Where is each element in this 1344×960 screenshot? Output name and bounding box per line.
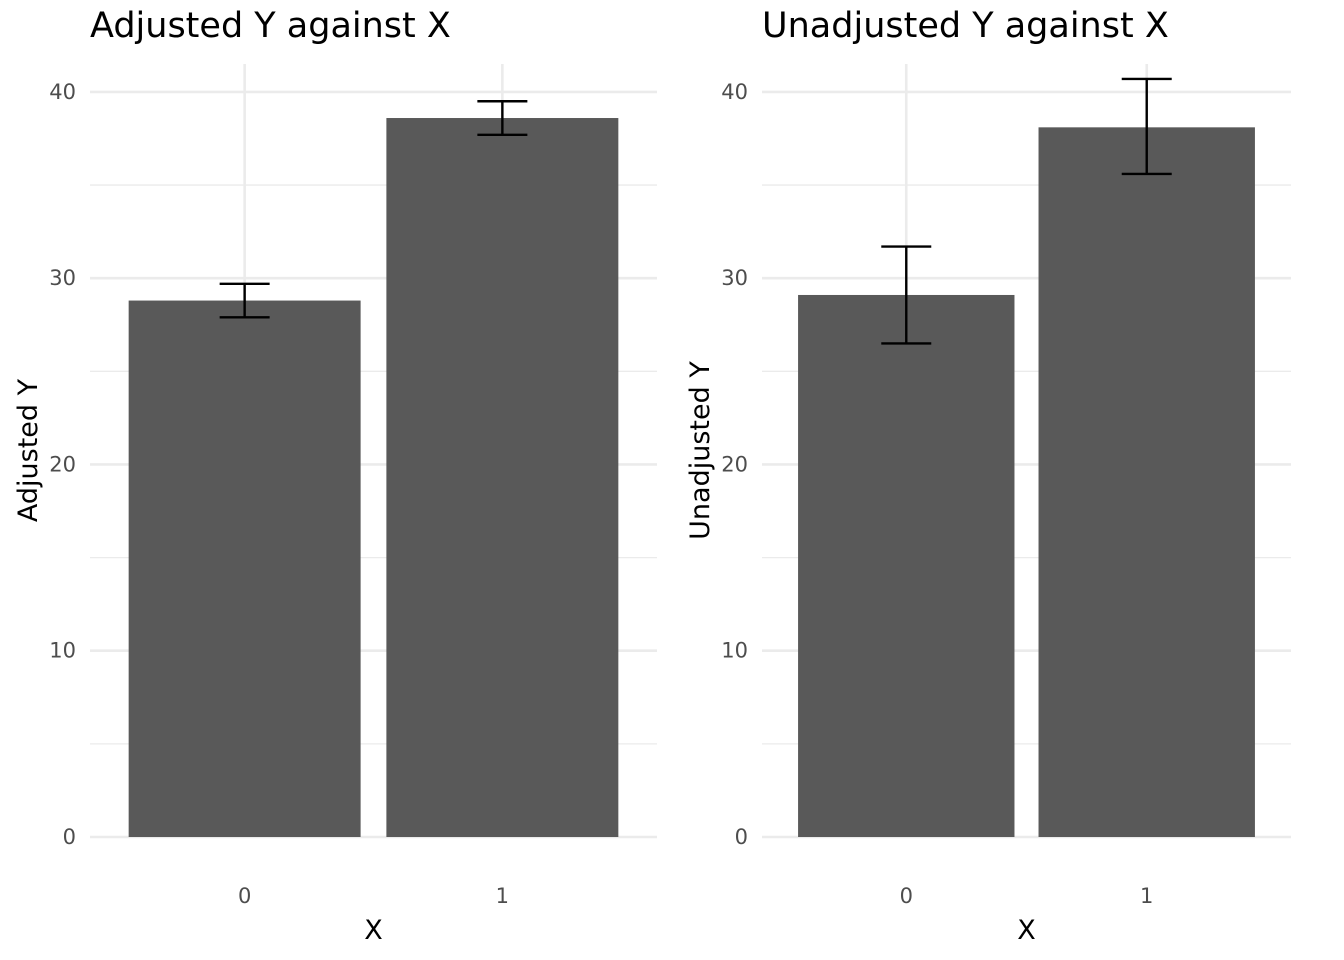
chart-title: Adjusted Y against X xyxy=(90,6,451,46)
x-tick-label: 1 xyxy=(1140,884,1153,908)
chart-title: Unadjusted Y against X xyxy=(762,6,1169,46)
y-tick-label: 0 xyxy=(63,825,76,849)
unadjusted-chart-panel: Unadjusted Y against X 0 10 20 30 40 0 1 X Unadj… xyxy=(672,0,1344,960)
adjusted-chart-plot: 0 10 20 30 40 0 1 X Adjusted Y xyxy=(13,64,657,946)
x-tick-label: 0 xyxy=(900,884,913,908)
bar-0 xyxy=(128,300,361,837)
y-tick-label: 40 xyxy=(49,80,76,104)
x-tick-label: 0 xyxy=(238,884,251,908)
y-axis-label: Unadjusted Y xyxy=(685,361,716,540)
y-tick-label: 10 xyxy=(721,639,748,663)
y-tick-label: 20 xyxy=(49,452,76,476)
x-axis-label: X xyxy=(364,915,383,946)
y-tick-label: 30 xyxy=(49,266,76,290)
x-axis-label: X xyxy=(1017,915,1036,946)
x-tick-label: 1 xyxy=(496,884,509,908)
y-tick-label: 10 xyxy=(49,639,76,663)
bar-1 xyxy=(386,118,619,838)
y-tick-label: 30 xyxy=(721,266,748,290)
y-tick-label: 0 xyxy=(735,825,748,849)
adjusted-chart-panel: Adjusted Y against X 0 10 20 30 40 0 1 X Adjuste… xyxy=(13,6,657,946)
bar-0 xyxy=(798,294,1015,837)
bar-1 xyxy=(1038,127,1255,837)
y-tick-label: 40 xyxy=(721,80,748,104)
unadjusted-chart-plot: 0 10 20 30 40 0 1 X Unadjusted Y xyxy=(685,64,1291,946)
y-tick-label: 20 xyxy=(721,452,748,476)
y-axis-label: Adjusted Y xyxy=(13,378,44,522)
